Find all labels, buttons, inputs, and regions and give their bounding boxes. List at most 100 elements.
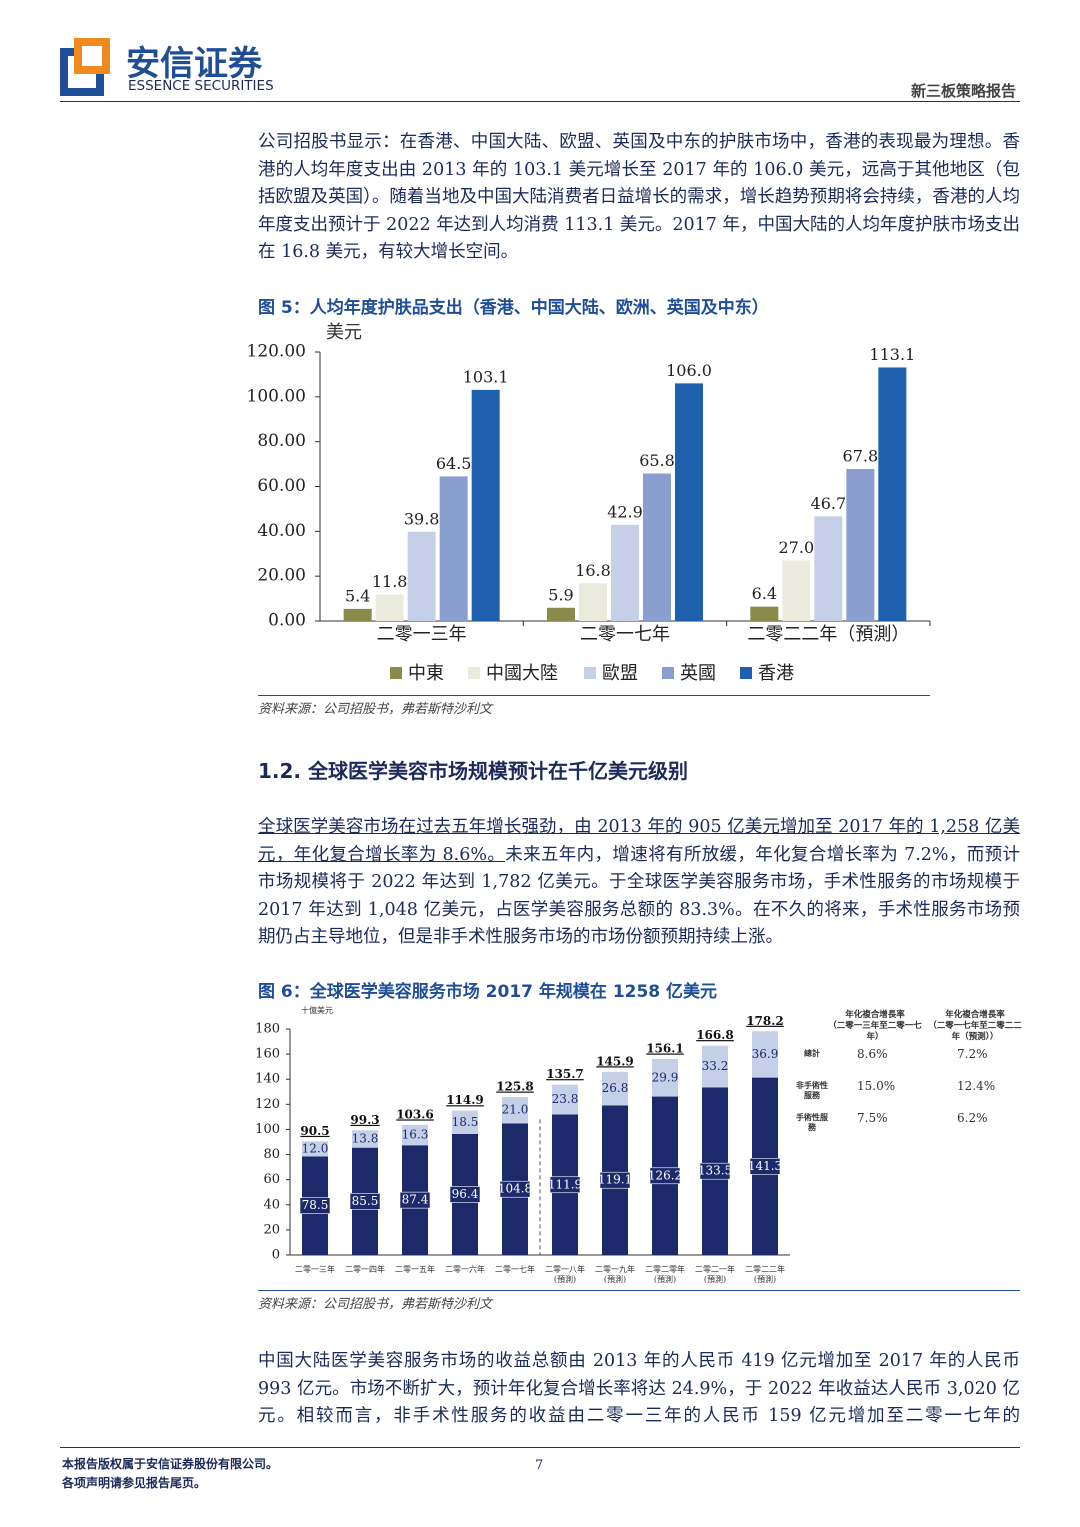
paragraph: 全球医学美容市场在过去五年增长强劲，由 2013 年的 905 亿美元增加至 2…	[258, 814, 1020, 952]
copyright: 本报告版权属于安信证券股份有限公司。	[62, 1457, 279, 1471]
table-header: 年化複合增長率 （二零一七年至二零二二年（預測））	[928, 1010, 1022, 1042]
legend-label: 英國	[680, 663, 716, 684]
y-tick-label: 160	[255, 1047, 280, 1062]
section-heading: 1.2. 全球医学美容市场规模预计在千亿美元级别	[258, 759, 688, 783]
value-label: 21.0	[502, 1103, 529, 1117]
value-label: 11.8	[372, 572, 408, 591]
value-label: 141.3	[748, 1159, 782, 1173]
header-rule	[60, 101, 1020, 102]
paragraph: 公司招股书显示：在香港、中国大陆、欧盟、英国及中东的护肤市场中，香港的表现最为理…	[258, 132, 1020, 263]
y-tick-label: 20.00	[257, 566, 306, 586]
bar-segment	[602, 1071, 628, 1106]
figure: 美元 0.00 20.00 40.00 60.00 80.00 100.00 120.00 二零…	[240, 315, 940, 695]
legend-label: 香港	[758, 663, 794, 684]
total-label: 145.9	[596, 1054, 634, 1068]
value-label: 46.7	[811, 494, 847, 513]
label-box	[649, 1167, 681, 1185]
bar	[878, 367, 907, 621]
value-label: 113.1	[869, 345, 915, 364]
x-tick-label: 二零二二年（預測）	[747, 624, 909, 645]
bar	[547, 607, 575, 621]
value-label: 64.5	[436, 454, 472, 473]
label-box	[749, 1157, 781, 1175]
value-label: 6.4	[752, 584, 777, 603]
y-tick-label: 180	[255, 1022, 280, 1037]
bar	[675, 383, 703, 621]
value-label: 78.5	[302, 1198, 329, 1212]
value-label: 18.5	[452, 1115, 479, 1129]
y-tick-label: 0	[272, 1248, 280, 1263]
label-box	[399, 1191, 431, 1209]
bar	[407, 531, 436, 621]
total-label: 114.9	[446, 1093, 484, 1107]
bar	[814, 516, 843, 621]
bar-segment	[752, 1031, 778, 1078]
table-cell: 15.0%	[857, 1079, 896, 1093]
value-label: 16.3	[402, 1128, 429, 1142]
value-label: 119.1	[598, 1173, 632, 1187]
label-box	[549, 1176, 581, 1194]
value-label: 5.9	[548, 585, 573, 604]
label-box	[499, 1180, 531, 1198]
row-label: 手術性服務	[796, 1112, 828, 1132]
value-label: 111.9	[548, 1177, 582, 1191]
total-label: 90.5	[300, 1124, 329, 1138]
figure: 十億美元 0 20 40 60 80 100 120 140 160 180 78.5 12.0 90.5…	[255, 1003, 795, 1288]
table-cell: 7.2%	[957, 1047, 988, 1061]
value-label: 126.2	[648, 1168, 682, 1182]
total-label: 99.3	[350, 1113, 379, 1127]
total-label: 103.6	[396, 1107, 434, 1121]
legend-swatch	[390, 667, 402, 679]
value-label: 29.9	[652, 1070, 679, 1084]
table-cell: 6.2%	[957, 1111, 988, 1125]
legend-label: 歐盟	[602, 663, 638, 684]
total-label: 156.1	[646, 1042, 684, 1056]
disclaimer: 各项声明请参见报告尾页。	[62, 1476, 207, 1490]
bar	[375, 594, 404, 621]
table-cell: 8.6%	[857, 1047, 888, 1061]
label-box	[699, 1162, 731, 1180]
value-label: 106.0	[666, 361, 712, 380]
bar	[611, 524, 639, 621]
x-tick-label: 二零二二年 (預測)	[745, 1265, 785, 1284]
total-label: 125.8	[496, 1080, 534, 1094]
value-label: 27.0	[779, 538, 815, 557]
y-tick-label: 60	[263, 1172, 280, 1187]
legend-swatch	[468, 667, 480, 679]
value-label: 23.8	[552, 1092, 579, 1106]
value-label: 26.8	[602, 1081, 629, 1095]
bar-segment	[352, 1130, 378, 1148]
total-label: 178.2	[746, 1014, 784, 1028]
figure-caption: 图 5：人均年度护肤品支出（香港、中国大陆、欧洲、英国及中东）	[258, 298, 769, 318]
value-label: 16.8	[575, 561, 611, 580]
label-box	[449, 1186, 481, 1203]
y-tick-label: 140	[255, 1072, 280, 1087]
x-tick-label: 二零一六年	[445, 1265, 485, 1274]
total-label: 135.7	[546, 1067, 584, 1081]
figure-caption: 图 6：全球医学美容服务市场 2017 年规模在 1258 亿美元	[258, 982, 718, 1002]
bar	[782, 560, 811, 621]
x-tick-label: 二零一三年	[377, 624, 467, 645]
value-label: 104.8	[498, 1182, 532, 1196]
value-label: 133.5	[698, 1164, 732, 1178]
y-tick-label: 60.00	[257, 476, 306, 496]
legend-label: 中東	[408, 663, 444, 684]
value-label: 39.8	[404, 509, 440, 528]
page-number: 7	[535, 1458, 544, 1473]
x-tick-label: 二零一五年	[395, 1265, 435, 1274]
row-label: 總計	[804, 1048, 820, 1058]
value-label: 103.1	[463, 367, 509, 386]
y-tick-label: 40	[263, 1197, 280, 1212]
text: 未来五年内，增速将有所放缓，年化复合增长率为 7.2%，而预计市场规模将于 20…	[258, 844, 1020, 948]
source-rule	[258, 1290, 1020, 1291]
bar	[471, 389, 500, 621]
value-label: 5.4	[345, 586, 370, 605]
chart: 美元 0.00 20.00 40.00 60.00 80.00 100.00 120.00 二零…	[247, 322, 931, 684]
table-cell: 7.5%	[857, 1111, 888, 1125]
bar	[579, 583, 607, 621]
bar-segment	[402, 1124, 428, 1146]
table-header: 年化複合增長率 （二零一三年至二零一七年）	[828, 1010, 922, 1042]
chart: 十億美元 0 20 40 60 80 100 120 140 160 180 78.5 12.0 90.5…	[255, 1005, 790, 1263]
logo	[60, 38, 110, 96]
